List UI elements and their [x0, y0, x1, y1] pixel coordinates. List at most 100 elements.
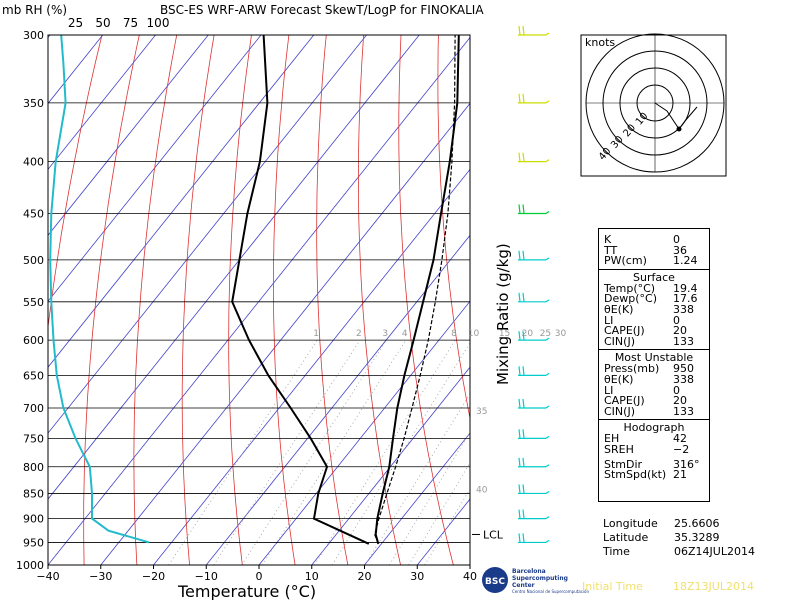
- surface-cape-row: CAPE(J) 20: [604, 324, 687, 338]
- pressure-tick-label: 500: [23, 254, 44, 267]
- barb-tip: [545, 159, 550, 163]
- barb-feather: [522, 250, 525, 260]
- theta-e-labels: 35 40: [476, 407, 488, 495]
- barb-feather: [522, 457, 525, 467]
- surface-thetae-row: θE(K) 338: [604, 302, 694, 316]
- barb-tip: [545, 210, 550, 214]
- isotherm-line: [311, 366, 470, 565]
- barb-feather: [518, 429, 521, 439]
- wind-barb: [518, 204, 550, 215]
- pressure-tick-label: 800: [23, 461, 44, 474]
- y-axis-label: Mixing Ratio (g/kg): [494, 243, 512, 385]
- mixing-ratio-labels: 1 2 3 4 8 10 15 20 25 30: [313, 329, 566, 339]
- isotherm-line: [48, 35, 209, 236]
- dry-adiabat-line: [398, 35, 454, 565]
- barb-tip: [545, 405, 550, 409]
- x-tick-label: −30: [89, 570, 112, 583]
- barb-tip: [545, 435, 550, 439]
- pressure-tick-label: 400: [23, 156, 44, 169]
- isotherm-line: [205, 234, 470, 565]
- rh-tick-label: 25: [68, 16, 83, 30]
- barb-feather: [518, 398, 521, 409]
- x-tick-label: 10: [305, 570, 319, 583]
- x-tick-label: −40: [36, 570, 59, 583]
- barb-feather: [522, 533, 525, 543]
- surface-temp-row: Temp(°C) 19.4: [604, 281, 698, 295]
- most-unstable-title: Most Unstable: [614, 351, 694, 365]
- theta-e-label: 40: [476, 485, 488, 495]
- mixing-ratio-lines: [168, 339, 470, 565]
- location-block: Longitude 25.6606 Latitude 35.3289 Time 06Z…: [603, 517, 773, 559]
- barb-feather: [518, 366, 521, 376]
- barb-feather: [522, 204, 525, 214]
- wind-barb: [518, 533, 550, 544]
- barb-feather: [522, 152, 525, 162]
- x-axis-label: Temperature (°C): [177, 582, 316, 600]
- wind-barb: [518, 250, 550, 261]
- barb-feather: [518, 331, 521, 341]
- barb-feather: [522, 509, 525, 519]
- dry-adiabat-line: [273, 35, 296, 565]
- mixing-ratio-label: 4: [402, 329, 408, 339]
- mixing-ratio-label: 3: [382, 329, 388, 339]
- rh-profile-line: [49, 35, 150, 544]
- isotherm-line: [48, 35, 420, 500]
- x-tick-label: 20: [358, 570, 372, 583]
- divider: [599, 419, 709, 421]
- pressure-tick-label: 750: [23, 432, 44, 445]
- dry-adiabat-line: [775, 35, 800, 565]
- x-tick-label: −10: [195, 570, 218, 583]
- storm-motion-dot: [676, 126, 682, 132]
- isotherm-line: [100, 102, 470, 565]
- wind-barb: [518, 93, 550, 104]
- mu-press-row: Press(mb) 950: [604, 362, 694, 376]
- isotherm-line: [364, 432, 470, 565]
- sreh-row: SREH −2: [604, 442, 690, 456]
- dry-adiabat-line: [358, 35, 401, 565]
- mixing-ratio-line: [213, 339, 361, 565]
- wind-barb: [518, 398, 550, 409]
- theta-e-label: 35: [476, 407, 487, 417]
- mixing-ratio-line: [331, 342, 470, 565]
- temperature-tick-labels: −40 −30 −20 −10 0 10 20 30 40: [36, 565, 477, 583]
- dry-adiabat-line: [48, 35, 103, 331]
- mixing-ratio-label: 15: [499, 329, 510, 339]
- pressure-tick-label: 550: [23, 296, 44, 309]
- pressure-tick-label: 950: [23, 536, 44, 549]
- longitude-row: Longitude 25.6606: [603, 517, 720, 530]
- barb-feather: [522, 331, 525, 341]
- mixing-ratio-label: 30: [555, 329, 567, 339]
- mixing-ratio-line: [168, 339, 318, 565]
- stmdir-row: StmDir 316°: [604, 457, 700, 471]
- wind-barb: [518, 331, 550, 341]
- barb-tip: [545, 257, 550, 261]
- wind-barb: [518, 25, 550, 36]
- x-tick-label: 40: [463, 570, 477, 583]
- barb-feather: [522, 484, 525, 494]
- barb-tip: [545, 100, 550, 104]
- barb-feather: [518, 533, 521, 543]
- mu-cin-row: CIN(J) 133: [604, 404, 694, 418]
- dry-adiabat-line: [181, 35, 215, 565]
- wind-barb: [518, 484, 550, 495]
- rh-tick-label: 50: [95, 16, 110, 30]
- surface-cin-row: CIN(J) 133: [604, 334, 694, 348]
- pressure-tick-label: 900: [23, 513, 44, 526]
- surface-dewp-row: Dewp(°C) 17.6: [604, 292, 698, 306]
- rh-tick-label: 75: [123, 16, 138, 30]
- barb-feather: [518, 250, 521, 260]
- wind-barb: [518, 366, 550, 376]
- isotherm-line: [153, 168, 470, 565]
- barb-feather: [518, 93, 521, 103]
- mixing-ratio-label: 2: [356, 329, 362, 339]
- lcl-marker: LCL: [472, 528, 504, 541]
- isotherm-line: [48, 35, 262, 302]
- wind-barb: [518, 509, 550, 520]
- mixing-ratio-label: 1: [313, 329, 319, 339]
- pressure-tick-label: 850: [23, 487, 44, 500]
- mixing-ratio-line: [241, 339, 387, 565]
- barb-feather: [518, 152, 521, 162]
- barb-feather: [522, 398, 525, 409]
